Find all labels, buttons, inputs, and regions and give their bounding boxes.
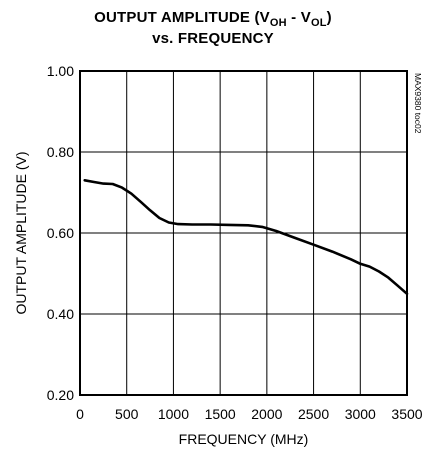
chart-title-line1: OUTPUT AMPLITUDE (VOH - VOL)	[0, 9, 426, 29]
title-prefix: OUTPUT AMPLITUDE (V	[94, 9, 270, 26]
x-tick-label: 3000	[345, 406, 376, 422]
y-tick-label: 0.60	[47, 225, 74, 241]
title-subscript-ol: OL	[310, 17, 327, 29]
title-suffix: )	[326, 9, 332, 26]
y-axis-ticks: 1.00 0.80 0.60 0.40 0.20	[47, 63, 74, 403]
y-tick-label: 0.40	[47, 306, 74, 322]
x-tick-label: 2000	[251, 406, 282, 422]
y-axis-label: OUTPUT AMPLITUDE (V)	[13, 151, 29, 314]
x-tick-label: 0	[76, 406, 84, 422]
x-axis-ticks: 0 500 1000 1500 2000 2500 3000 3500	[76, 406, 423, 422]
title-mid: - V	[286, 9, 311, 26]
grid-lines	[79, 70, 408, 396]
x-axis-label: FREQUENCY (MHz)	[179, 431, 309, 447]
y-tick-label: 1.00	[47, 63, 74, 79]
title-subscript-oh: OH	[269, 17, 287, 29]
plot-frame	[79, 70, 408, 396]
series-line	[83, 179, 409, 296]
chart-title-line2: vs. FREQUENCY	[152, 30, 274, 47]
figure-code-label: MAX9380 toc02	[413, 73, 423, 134]
x-tick-label: 1000	[158, 406, 189, 422]
x-tick-label: 3500	[391, 406, 422, 422]
y-tick-label: 0.20	[47, 387, 74, 403]
x-tick-label: 1500	[205, 406, 236, 422]
x-tick-label: 500	[115, 406, 139, 422]
x-tick-label: 2500	[298, 406, 329, 422]
y-tick-label: 0.80	[47, 144, 74, 160]
